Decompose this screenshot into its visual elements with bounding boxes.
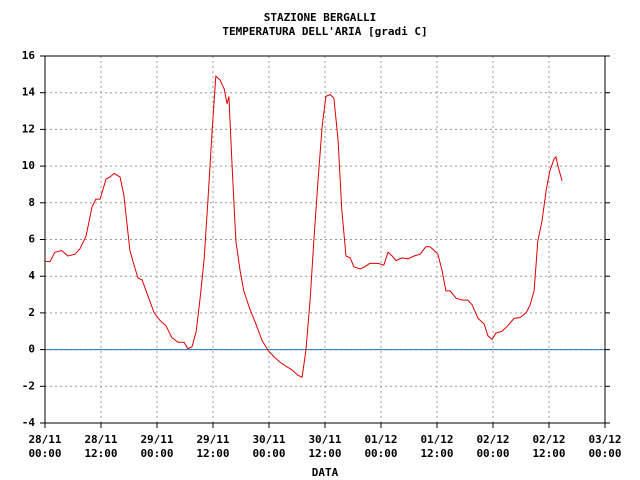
x-tick-label-line: 12:00 xyxy=(532,447,565,460)
y-tick-label: 2 xyxy=(28,306,35,319)
y-tick-label: 12 xyxy=(22,122,35,135)
y-tick-label: -4 xyxy=(22,416,36,429)
x-tick-label: 28/11 00:00 xyxy=(28,433,61,460)
chart-title: STAZIONE BERGALLI xyxy=(264,11,377,24)
y-tick-label: 8 xyxy=(28,196,35,209)
y-tick-label: 0 xyxy=(28,343,35,356)
x-tick-label-line: 30/11 xyxy=(252,433,285,446)
x-tick-label-line: 12:00 xyxy=(420,447,453,460)
x-tick-label-line: 01/12 xyxy=(364,433,397,446)
x-tick-label-line: 00:00 xyxy=(140,447,173,460)
x-tick-label-line: 12:00 xyxy=(196,447,229,460)
y-tick-label: 10 xyxy=(22,159,35,172)
x-tick-label: 01/12 12:00 xyxy=(420,433,453,460)
x-tick-label-line: 00:00 xyxy=(476,447,509,460)
x-tick-label-line: 02/12 xyxy=(476,433,509,446)
x-tick-label-line: 00:00 xyxy=(588,447,621,460)
plot-frame xyxy=(44,55,606,424)
x-tick-label: 02/12 00:00 xyxy=(476,433,509,460)
x-tick-label-line: 29/11 xyxy=(196,433,229,446)
x-tick-label: 01/12 00:00 xyxy=(364,433,397,460)
x-tick-label-line: 30/11 xyxy=(308,433,341,446)
x-tick-label: 30/11 00:00 xyxy=(252,433,285,460)
chart-subtitle: TEMPERATURA DELL'ARIA [gradi C] xyxy=(222,25,427,38)
y-tick-label: 4 xyxy=(28,269,35,282)
y-tick-label: -2 xyxy=(22,379,35,392)
x-tick-label-line: 28/11 xyxy=(84,433,117,446)
x-tick-label-line: 00:00 xyxy=(252,447,285,460)
x-tick-label: 28/11 12:00 xyxy=(84,433,117,460)
x-tick-label: 30/11 12:00 xyxy=(308,433,341,460)
x-tick-label-line: 28/11 xyxy=(28,433,61,446)
x-axis-label: DATA xyxy=(312,466,339,479)
x-tick-label-line: 00:00 xyxy=(364,447,397,460)
x-tick-label-line: 03/12 xyxy=(588,433,621,446)
data-line xyxy=(45,75,563,378)
x-tick-label-line: 01/12 xyxy=(420,433,453,446)
x-tick-label-line: 12:00 xyxy=(308,447,341,460)
x-tick-label-line: 00:00 xyxy=(28,447,61,460)
x-tick-label: 29/11 00:00 xyxy=(140,433,173,460)
x-tick-label: 29/11 12:00 xyxy=(196,433,229,460)
x-tick-label-line: 12:00 xyxy=(84,447,117,460)
x-tick-label: 02/12 12:00 xyxy=(532,433,565,460)
x-tick-label-line: 29/11 xyxy=(140,433,173,446)
y-tick-label: 6 xyxy=(28,233,35,246)
y-tick-label: 14 xyxy=(22,86,36,99)
x-tick-label: 03/12 00:00 xyxy=(588,433,621,460)
x-tick-label-line: 02/12 xyxy=(532,433,565,446)
y-tick-label: 16 xyxy=(22,49,36,62)
